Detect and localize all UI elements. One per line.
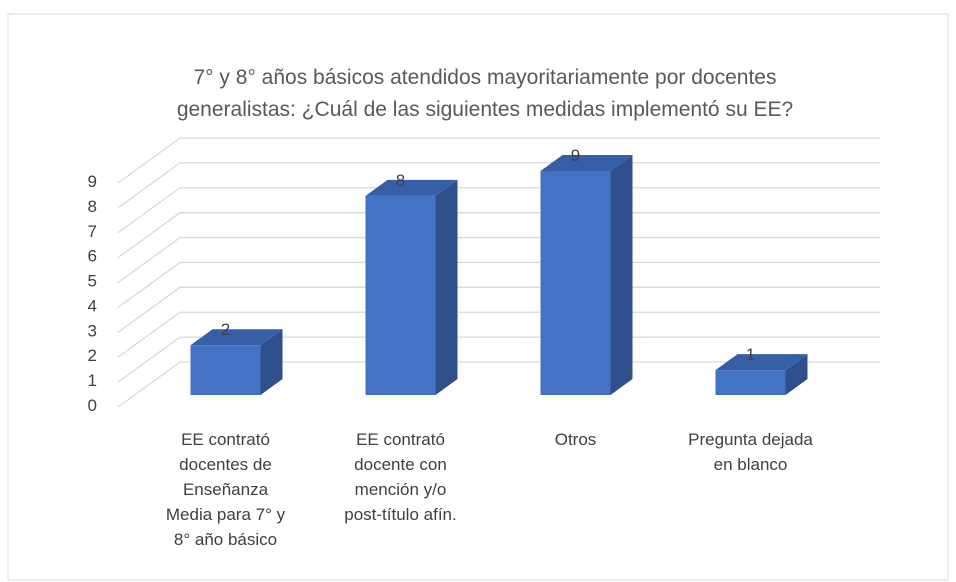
bar-side: [260, 329, 283, 395]
bar-top: [190, 329, 283, 346]
x-tick-label: Otros: [555, 430, 597, 449]
grid-line: [117, 236, 880, 284]
bar-front: [715, 370, 786, 395]
bar-top: [540, 155, 633, 171]
chart-title: 7° y 8° años básicos atendidos mayoritar…: [177, 66, 793, 121]
x-tick-label: EE contrató docentes de Enseñanza Media par…: [166, 430, 286, 549]
bar-side: [610, 155, 633, 395]
y-tick-label: 4: [88, 297, 97, 316]
grid-line: [117, 311, 880, 358]
grid-line: [117, 261, 880, 308]
grid-line: [117, 137, 880, 184]
y-tick-label: 7: [88, 222, 97, 241]
bar-side: [785, 354, 808, 395]
y-tick-label: 2: [88, 347, 97, 366]
value-label: 2: [221, 321, 230, 340]
y-tick-label: 6: [88, 247, 97, 266]
bar-front: [540, 171, 611, 395]
y-tick-label: 5: [88, 272, 97, 291]
y-tick-label: 9: [88, 172, 97, 191]
bar-front: [190, 345, 261, 395]
grid-line: [117, 162, 880, 209]
value-label: 1: [746, 346, 755, 365]
y-tick-label: 1: [88, 372, 97, 391]
bar-side: [435, 179, 458, 395]
grid-line: [117, 187, 880, 234]
value-label: 9: [571, 146, 580, 165]
grid-line: [117, 286, 880, 333]
bar-top: [365, 179, 458, 196]
bar-front: [365, 195, 436, 395]
grid-line: [117, 212, 880, 259]
y-tick-label: 3: [88, 322, 97, 341]
bar: [540, 155, 633, 395]
bar: [365, 179, 458, 395]
grid-line: [117, 361, 880, 408]
x-tick-label: Pregunta dejada en blanco: [688, 430, 813, 474]
value-label: 8: [396, 171, 405, 190]
bar: [715, 354, 808, 395]
y-tick-label: 0: [88, 396, 97, 415]
y-tick-label: 8: [88, 197, 97, 216]
bar-top: [715, 354, 808, 371]
grid-line: [117, 336, 880, 383]
x-tick-label: EE contrató docente con mención y/o post-tí…: [344, 430, 456, 524]
bar: [190, 329, 283, 395]
chart-border: [7, 13, 949, 581]
